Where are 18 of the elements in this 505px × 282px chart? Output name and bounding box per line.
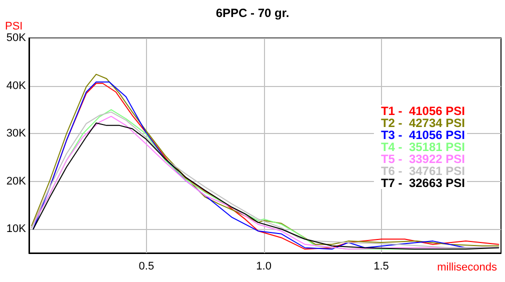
text: T7 - 32663 PSI xyxy=(380,176,465,190)
y-tick-label: 40K xyxy=(6,80,27,92)
chart-title: 6PPC - 70 gr. xyxy=(216,6,290,20)
x-tick-label: 1.0 xyxy=(256,260,272,272)
y-axis-title: PSI xyxy=(5,20,23,32)
text: T1 - 41056 PSI xyxy=(380,104,465,118)
text: T6 - 34761 PSI xyxy=(380,164,465,178)
text: T3 - 41056 PSI xyxy=(380,128,465,142)
y-tick-label: 20K xyxy=(6,175,27,188)
y-tick-label: 50K xyxy=(6,32,27,44)
x-axis-title: milliseconds xyxy=(437,262,498,274)
text: T4 - 35181 PSI xyxy=(380,140,465,154)
x-tick-label: 1.5 xyxy=(374,260,389,272)
y-tick-label: 30K xyxy=(6,128,27,140)
text: T2 - 42734 PSI xyxy=(380,116,465,130)
x-tick-label: 0.5 xyxy=(138,260,154,272)
text: T5 - 33922 PSI xyxy=(380,152,465,166)
y-tick-label: 10K xyxy=(6,223,27,236)
